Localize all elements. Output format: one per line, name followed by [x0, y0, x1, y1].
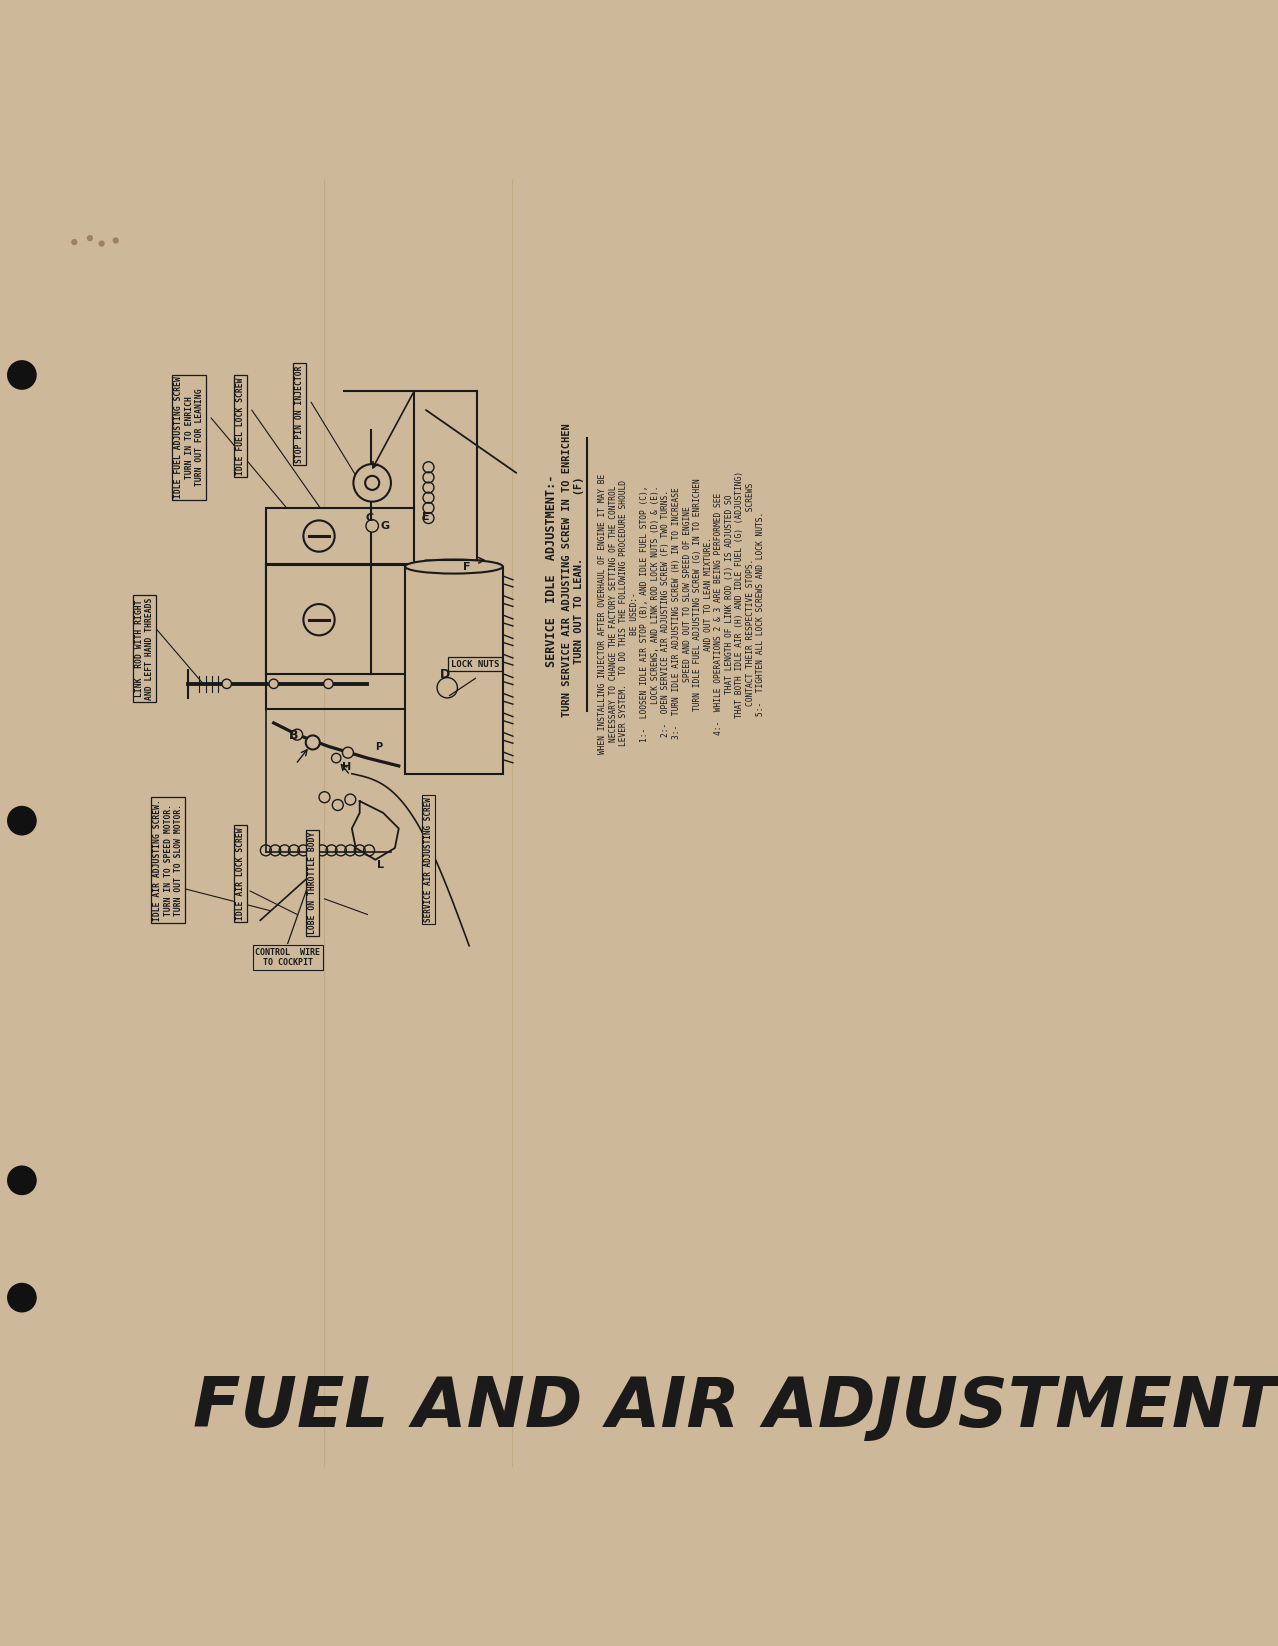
Text: THAT BOTH IDLE AIR (H) AND IDLE FUEL (G) (ADJUSTING): THAT BOTH IDLE AIR (H) AND IDLE FUEL (G)… — [735, 471, 744, 756]
Text: 5:-  TIGHTEN ALL LOCK SCREWS AND LOCK NUTS.: 5:- TIGHTEN ALL LOCK SCREWS AND LOCK NUT… — [757, 512, 766, 716]
Circle shape — [320, 792, 330, 803]
Text: FUEL AND AIR ADJUSTMENT: FUEL AND AIR ADJUSTMENT — [193, 1373, 1277, 1440]
Text: TURN OUT TO LEAN.          (F): TURN OUT TO LEAN. (F) — [574, 477, 584, 665]
Bar — [266, 509, 414, 565]
Circle shape — [305, 736, 320, 749]
Text: C: C — [366, 512, 374, 522]
Text: 4:-  WHILE OPERATIONS 2 & 3 ARE BEING PERFORMED SEE: 4:- WHILE OPERATIONS 2 & 3 ARE BEING PER… — [714, 492, 723, 734]
Text: WHEN INSTALLING INJECTOR AFTER OVERHAUL OF ENGINE IT MAY BE: WHEN INSTALLING INJECTOR AFTER OVERHAUL … — [598, 474, 607, 754]
Text: G: G — [380, 520, 389, 532]
Text: P: P — [376, 742, 382, 752]
Text: LINK  ROD WITH RIGHT
AND LEFT HAND THREADS: LINK ROD WITH RIGHT AND LEFT HAND THREAD… — [135, 597, 155, 700]
Text: IDLE FUEL ADJUSTING SCREW
TURN IN TO ENRICH
TURN OUT FOR LEANING: IDLE FUEL ADJUSTING SCREW TURN IN TO ENR… — [174, 377, 204, 499]
Text: TURN IDLE FUEL ADJUSTING SCREW (G) IN TO ENRICHEN: TURN IDLE FUEL ADJUSTING SCREW (G) IN TO… — [693, 477, 702, 749]
Text: B: B — [289, 729, 299, 742]
Circle shape — [332, 800, 344, 810]
Text: NECESSARY TO CHANGE THE FACTORY SETTING OF THE CONTROL: NECESSARY TO CHANGE THE FACTORY SETTING … — [608, 486, 617, 742]
Text: LEVER SYSTEM.  TO DO THIS THE FOLLOWING PROCEDURE SHOULD: LEVER SYSTEM. TO DO THIS THE FOLLOWING P… — [620, 481, 629, 746]
Circle shape — [354, 464, 391, 502]
Text: LOBE ON THROTTLE BODY: LOBE ON THROTTLE BODY — [308, 831, 317, 935]
Circle shape — [222, 680, 231, 688]
Circle shape — [8, 360, 37, 390]
Circle shape — [345, 793, 355, 805]
Text: D: D — [440, 668, 450, 681]
Circle shape — [323, 680, 334, 688]
Text: CONTROL  WIRE
TO COCKPIT: CONTROL WIRE TO COCKPIT — [256, 948, 321, 968]
Circle shape — [8, 1165, 37, 1195]
Bar — [405, 566, 502, 774]
Text: F: F — [463, 563, 470, 573]
Circle shape — [366, 520, 378, 532]
Circle shape — [112, 237, 119, 244]
Bar — [266, 565, 414, 675]
Text: THAT LENGTH OF LINK ROD (J) IS ADJUSTED SO: THAT LENGTH OF LINK ROD (J) IS ADJUSTED … — [725, 495, 734, 732]
Text: H: H — [343, 762, 351, 772]
Text: SERVICE  IDLE  ADJUSTMENT:-: SERVICE IDLE ADJUSTMENT:- — [544, 474, 557, 667]
Text: 1:-  LOOSEN IDLE AIR STOP (B), AND IDLE FUEL STOP (C),: 1:- LOOSEN IDLE AIR STOP (B), AND IDLE F… — [640, 486, 649, 742]
Circle shape — [343, 747, 354, 759]
Text: IDLE AIR ADJUSTING SCREW.
TURN IN TO SPEED MOTOR.
TURN OUT TO SLOW MOTOR.: IDLE AIR ADJUSTING SCREW. TURN IN TO SPE… — [153, 798, 183, 920]
Circle shape — [8, 1282, 37, 1312]
Text: L: L — [377, 859, 383, 869]
Circle shape — [291, 729, 303, 741]
Text: SPEED AND OUT TO SLOW SPEED OF ENGINE: SPEED AND OUT TO SLOW SPEED OF ENGINE — [682, 507, 691, 721]
Text: 3:-  TURN IDLE AIR ADJUSTING SCREW (H) IN TO INCREASE: 3:- TURN IDLE AIR ADJUSTING SCREW (H) IN… — [672, 487, 681, 739]
Ellipse shape — [405, 560, 502, 573]
Text: IDLE AIR LOCK SCREW: IDLE AIR LOCK SCREW — [236, 828, 245, 920]
Circle shape — [87, 235, 93, 242]
Text: IDLE FUEL LOCK SCREW: IDLE FUEL LOCK SCREW — [236, 377, 245, 474]
Circle shape — [437, 678, 458, 698]
Circle shape — [72, 239, 78, 245]
Text: SERVICE AIR ADJUSTING SCREW: SERVICE AIR ADJUSTING SCREW — [424, 797, 433, 922]
Text: STOP PIN ON INJECTOR: STOP PIN ON INJECTOR — [295, 365, 304, 463]
Circle shape — [8, 807, 37, 836]
Text: 2:-  OPEN SERVICE AIR ADJUSTING SCREW (F) TWO TURNS.: 2:- OPEN SERVICE AIR ADJUSTING SCREW (F)… — [662, 491, 671, 737]
Circle shape — [303, 604, 335, 635]
Text: E: E — [422, 512, 429, 522]
Circle shape — [303, 520, 335, 551]
Circle shape — [98, 240, 105, 247]
Text: LOCK SCREWS, AND LINK ROD LOCK NUTS (D) & (E).: LOCK SCREWS, AND LINK ROD LOCK NUTS (D) … — [651, 486, 659, 742]
Text: AND OUT TO LEAN MIXTURE.: AND OUT TO LEAN MIXTURE. — [704, 538, 713, 690]
Circle shape — [268, 680, 279, 688]
Circle shape — [331, 754, 341, 762]
Text: BE USED:-: BE USED:- — [630, 593, 639, 635]
Text: LOCK NUTS: LOCK NUTS — [451, 660, 500, 668]
Circle shape — [366, 476, 380, 491]
Text: TURN SERVICE AIR ADJUSTING SCREW IN TO ENRICHEN: TURN SERVICE AIR ADJUSTING SCREW IN TO E… — [562, 423, 571, 718]
Text: CONTACT THEIR RESPECTIVE STOPS.          SCREWS: CONTACT THEIR RESPECTIVE STOPS. SCREWS — [746, 482, 755, 744]
